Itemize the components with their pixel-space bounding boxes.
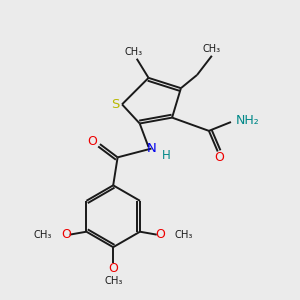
- Text: CH₃: CH₃: [174, 230, 193, 240]
- Text: O: O: [214, 152, 224, 164]
- Text: CH₃: CH₃: [203, 44, 221, 54]
- Text: H: H: [162, 149, 171, 162]
- Text: O: O: [156, 228, 166, 241]
- Text: N: N: [147, 142, 156, 155]
- Text: NH₂: NH₂: [236, 114, 259, 127]
- Text: CH₃: CH₃: [34, 230, 52, 240]
- Text: O: O: [61, 228, 71, 241]
- Text: O: O: [108, 262, 118, 275]
- Text: S: S: [111, 98, 120, 111]
- Text: O: O: [88, 135, 98, 148]
- Text: CH₃: CH₃: [104, 276, 122, 286]
- Text: CH₃: CH₃: [125, 47, 143, 57]
